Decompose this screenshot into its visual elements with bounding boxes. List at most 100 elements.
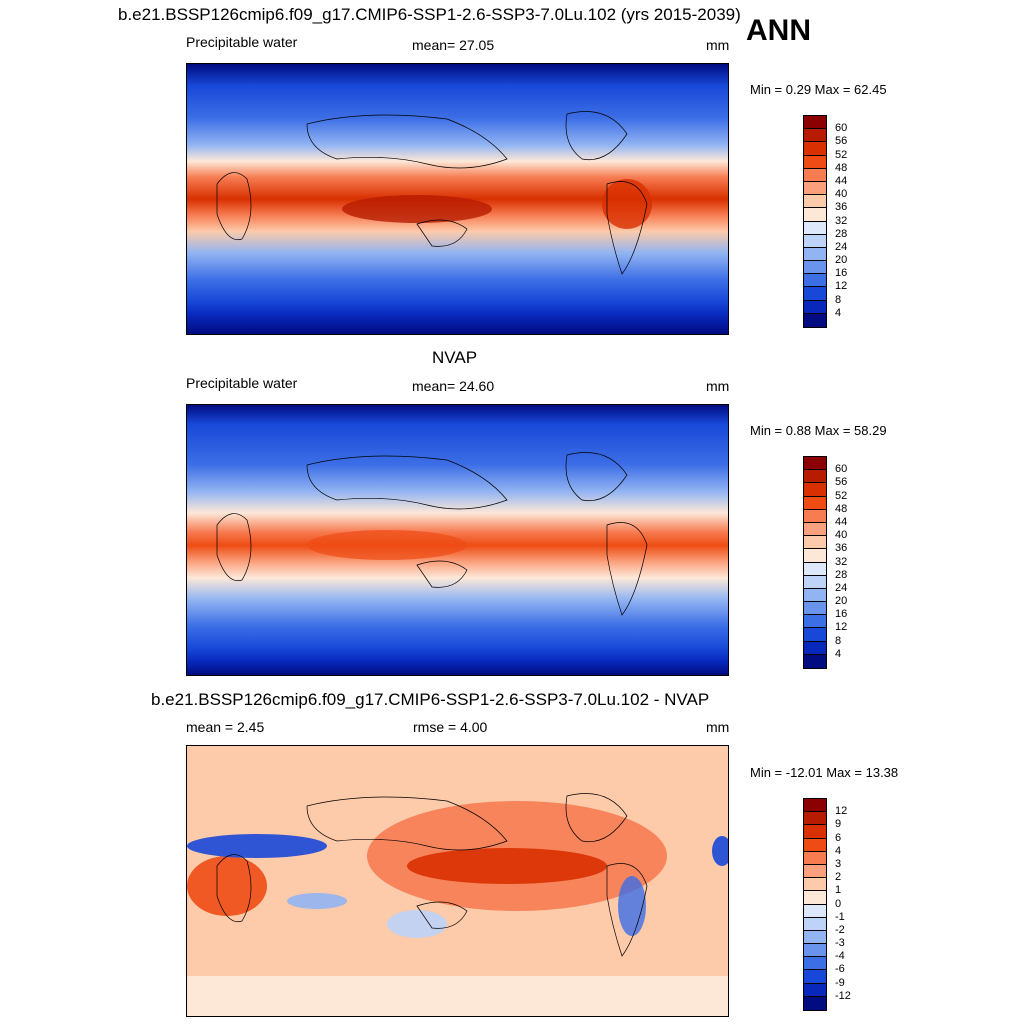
colorbar-tick-label: 4 [835,647,842,660]
colorbar-tick-label: 20 [835,595,848,608]
colorbar-swatch [804,957,826,971]
colorbar-swatch [804,983,826,997]
colorbar-tick-label: 32 [835,214,848,227]
panel-2-min-max: Min = 0.88 Max = 58.29 [750,423,887,438]
colorbar-swatch [804,628,826,642]
colorbar-swatch [804,168,826,182]
panel-2-units: mm [706,378,730,394]
colorbar-swatch [804,470,826,484]
colorbar-tick-label: 24 [835,240,848,253]
colorbar-tick-label: -12 [835,989,851,1002]
colorbar-swatch [804,549,826,563]
colorbar-tick-label: 3 [835,857,842,870]
colorbar-tick-label: -9 [835,976,845,989]
colorbar-swatch [804,129,826,143]
colorbar-tick-label: 60 [835,122,848,135]
colorbar-swatch [804,799,826,813]
panel-2-colorbar [803,456,827,669]
colorbar-swatch [804,654,826,668]
colorbar-tick-label: -4 [835,950,845,963]
colorbar-swatch [804,195,826,209]
colorbar-tick-label: 8 [835,634,842,647]
colorbar-swatch [804,247,826,262]
colorbar-swatch [804,116,826,130]
colorbar-tick-label: 0 [835,897,842,910]
colorbar-swatch [804,615,826,629]
colorbar-tick-label: 8 [835,293,842,306]
colorbar-swatch [804,825,826,839]
colorbar-tick-label: 32 [835,555,848,568]
colorbar-tick-label: 1 [835,884,842,897]
colorbar-swatch [804,287,826,301]
colorbar-swatch [804,522,826,537]
panel-2-field [187,405,728,675]
colorbar-tick-label: 12 [835,621,848,634]
colorbar-tick-label: 36 [835,201,848,214]
colorbar-tick-label: 44 [835,515,848,528]
colorbar-swatch [804,155,826,169]
panel-3-title: b.e21.BSSP126cmip6.f09_g17.CMIP6-SSP1-2.… [151,690,710,709]
colorbar-swatch [804,234,826,248]
colorbar-swatch [804,208,826,222]
panel-2-coastlines [216,452,648,616]
colorbar-tick-label: 56 [835,135,848,148]
colorbar-tick-label: 48 [835,161,848,174]
colorbar-tick-label: -1 [835,910,845,923]
main-title: b.e21.BSSP126cmip6.f09_g17.CMIP6-SSP1-2.… [118,5,741,24]
colorbar-swatch [804,917,826,931]
colorbar-swatch [804,838,826,852]
colorbar-swatch [804,496,826,510]
panel-3-colorbar [803,798,827,1011]
colorbar-swatch [804,812,826,826]
colorbar-swatch [804,930,826,945]
colorbar-tick-label: 28 [835,568,848,581]
panel-2-title: NVAP [432,348,478,367]
colorbar-tick-label: 16 [835,608,848,621]
colorbar-swatch [804,588,826,603]
colorbar-tick-label: 52 [835,148,848,161]
colorbar-tick-label: -6 [835,963,845,976]
panel-1-min-max: Min = 0.29 Max = 62.45 [750,82,887,97]
colorbar-tick-label: 24 [835,581,848,594]
colorbar-swatch [804,483,826,497]
colorbar-swatch [804,261,826,275]
colorbar-swatch [804,142,826,156]
colorbar-tick-label: 20 [835,254,848,267]
colorbar-tick-label: 52 [835,489,848,502]
colorbar-tick-label: 6 [835,831,842,844]
colorbar-swatch [804,970,826,984]
colorbar-tick-label: 36 [835,542,848,555]
colorbar-tick-label: 4 [835,306,842,319]
panel-3-min-max: Min = -12.01 Max = 13.38 [750,765,899,780]
colorbar-tick-label: -2 [835,923,845,936]
colorbar-swatch [804,536,826,550]
panel-1-coastlines [216,111,648,275]
panel-1-field [187,64,728,334]
colorbar-tick-label: 44 [835,174,848,187]
colorbar-swatch [804,944,826,958]
panel-2-mean-label: mean= 24.60 [412,378,495,394]
colorbar-swatch [804,300,826,314]
colorbar-swatch [804,602,826,616]
colorbar-tick-label: 16 [835,267,848,280]
panel-2-map [186,404,729,676]
panel-1-variable-label: Precipitable water [186,34,298,50]
colorbar-swatch [804,878,826,892]
colorbar-swatch [804,996,826,1010]
colorbar-tick-label: 56 [835,476,848,489]
colorbar-tick-label: 12 [835,280,848,293]
panel-3-coastlines [216,793,648,957]
colorbar-swatch [804,274,826,288]
colorbar-tick-label: 40 [835,529,848,542]
colorbar-swatch [804,221,826,235]
colorbar-swatch [804,457,826,471]
colorbar-swatch [804,904,826,918]
panel-3-field [187,746,728,1016]
panel-3-units: mm [706,719,730,735]
panel-1-colorbar [803,115,827,328]
colorbar-swatch [804,181,826,196]
panel-3-mean-label: mean = 2.45 [186,719,265,735]
colorbar-tick-label: 9 [835,818,842,831]
colorbar-tick-label: 12 [835,805,848,818]
colorbar-swatch [804,313,826,327]
